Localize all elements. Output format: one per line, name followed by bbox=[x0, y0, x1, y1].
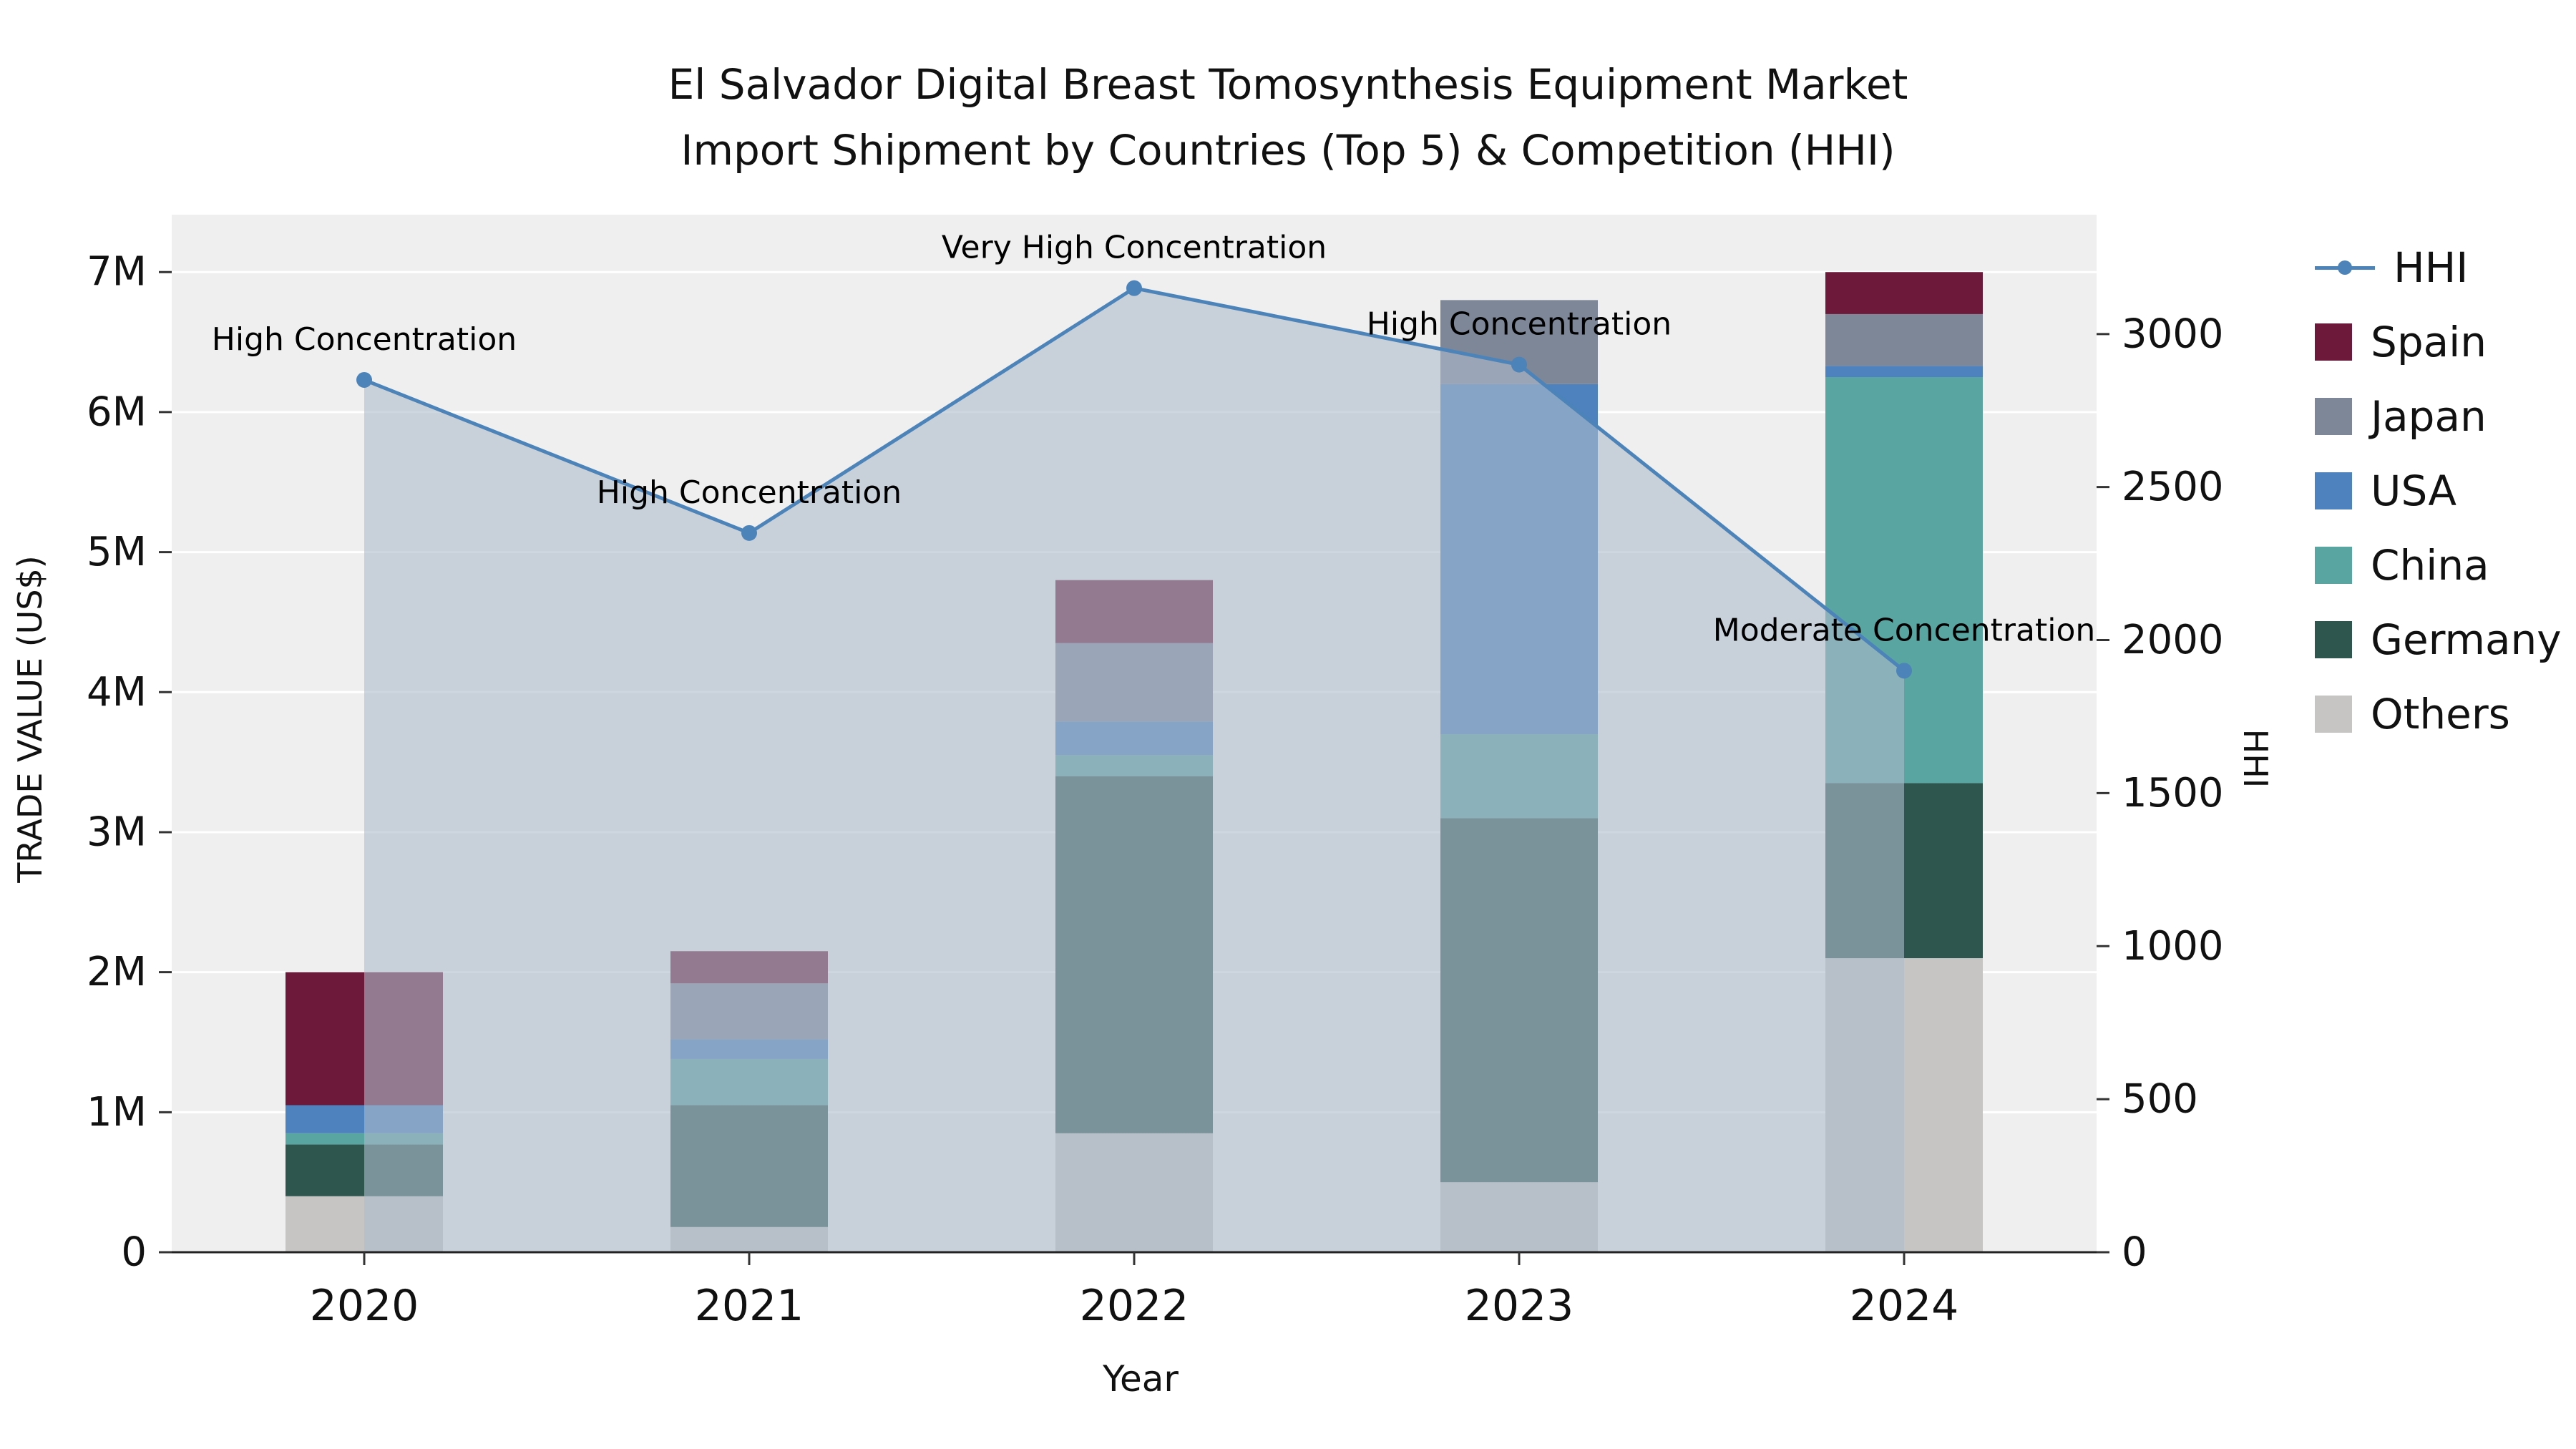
legend-color-swatch bbox=[2315, 323, 2352, 361]
hhi-marker-2020 bbox=[356, 371, 372, 388]
x-axis-tick-label: 2021 bbox=[695, 1281, 804, 1331]
left-axis-tick-label: 1M bbox=[87, 1089, 147, 1136]
legend-item-spain: Spain bbox=[2315, 318, 2562, 366]
right-axis-tick-label: 1000 bbox=[2122, 923, 2224, 970]
right-axis-tick-label: 2500 bbox=[2122, 464, 2224, 510]
annotation-2023: High Concentration bbox=[1367, 306, 1672, 343]
x-axis-tick-label: 2020 bbox=[310, 1281, 419, 1331]
legend-item-germany: Germany bbox=[2315, 615, 2562, 664]
chart-title: El Salvador Digital Breast Tomosynthesis… bbox=[0, 52, 2576, 183]
legend-label: China bbox=[2371, 541, 2489, 590]
left-axis-tick-label: 3M bbox=[87, 809, 147, 855]
x-axis-tick-label: 2024 bbox=[1850, 1281, 1959, 1331]
legend-label: Germany bbox=[2371, 615, 2562, 664]
legend-color-swatch bbox=[2315, 621, 2352, 658]
x-axis-tick-label: 2022 bbox=[1080, 1281, 1189, 1331]
hhi-marker-2023 bbox=[1511, 356, 1527, 373]
right-axis-tick-label: 500 bbox=[2122, 1076, 2198, 1123]
legend-color-swatch bbox=[2315, 696, 2352, 733]
hhi-marker-2024 bbox=[1896, 663, 1912, 679]
right-axis-tick-label: 3000 bbox=[2122, 311, 2224, 357]
legend-item-japan: Japan bbox=[2315, 392, 2562, 441]
legend-line-swatch bbox=[2315, 249, 2375, 286]
legend-color-swatch bbox=[2315, 398, 2352, 435]
legend-label: Japan bbox=[2371, 392, 2487, 441]
chart-title-line2: Import Shipment by Countries (Top 5) & C… bbox=[680, 126, 1896, 175]
chart-title-line1: El Salvador Digital Breast Tomosynthesis… bbox=[668, 60, 1908, 109]
legend-item-china: China bbox=[2315, 541, 2562, 590]
legend-label: HHI bbox=[2394, 243, 2469, 292]
left-axis-tick-label: 7M bbox=[87, 249, 147, 296]
hhi-area bbox=[364, 288, 1904, 1252]
right-axis-tick-label: 2000 bbox=[2122, 617, 2224, 663]
legend-item-usa: USA bbox=[2315, 467, 2562, 515]
right-axis-tick-label: 1500 bbox=[2122, 770, 2224, 816]
annotation-2020: High Concentration bbox=[212, 321, 517, 358]
legend-label: Others bbox=[2371, 690, 2510, 738]
annotation-2022: Very High Concentration bbox=[942, 230, 1327, 266]
annotation-2021: High Concentration bbox=[597, 474, 902, 511]
legend-label: Spain bbox=[2371, 318, 2487, 366]
left-axis-tick-label: 6M bbox=[87, 389, 147, 435]
right-axis-tick-label: 0 bbox=[2122, 1229, 2147, 1276]
bar-japan-2024 bbox=[1825, 313, 1983, 366]
legend-color-swatch bbox=[2315, 547, 2352, 584]
annotation-2024: Moderate Concentration bbox=[1713, 612, 2096, 648]
legend-item-others: Others bbox=[2315, 690, 2562, 738]
x-axis-tick-label: 2023 bbox=[1465, 1281, 1574, 1331]
left-axis-tick-label: 2M bbox=[87, 949, 147, 995]
left-axis-tick-label: 0 bbox=[121, 1229, 147, 1276]
bar-spain-2024 bbox=[1825, 272, 1983, 314]
legend: HHI Spain Japan USA China Germany Others bbox=[2315, 243, 2562, 738]
legend-label: USA bbox=[2371, 467, 2457, 515]
left-axis-tick-label: 5M bbox=[87, 529, 147, 575]
left-axis-tick-label: 4M bbox=[87, 669, 147, 716]
x-axis-title: Year bbox=[1103, 1358, 1179, 1400]
hhi-marker-2021 bbox=[741, 525, 757, 541]
legend-color-swatch bbox=[2315, 472, 2352, 509]
hhi-marker-2022 bbox=[1126, 280, 1142, 296]
bar-usa-2024 bbox=[1825, 366, 1983, 377]
legend-item-hhi: HHI bbox=[2315, 243, 2562, 292]
